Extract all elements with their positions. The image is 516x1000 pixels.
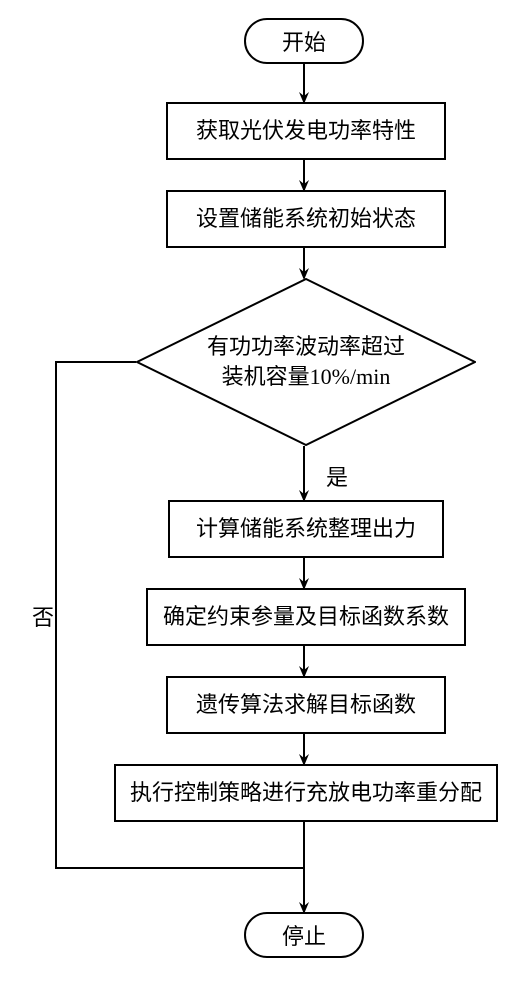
- process-genetic-algorithm: 遗传算法求解目标函数: [166, 676, 446, 734]
- process-set-initial-state: 设置储能系统初始状态: [166, 190, 446, 248]
- n5-label: 确定约束参量及目标函数系数: [163, 603, 449, 632]
- n6-label: 遗传算法求解目标函数: [196, 691, 416, 720]
- n2-label: 设置储能系统初始状态: [196, 205, 416, 234]
- process-constraint-params: 确定约束参量及目标函数系数: [146, 588, 466, 646]
- process-get-pv-power: 获取光伏发电功率特性: [166, 102, 446, 160]
- process-calc-storage-output: 计算储能系统整理出力: [168, 500, 444, 558]
- edge-label-yes: 是: [326, 460, 348, 492]
- edge-label-no: 否: [32, 600, 54, 632]
- stop-label: 停止: [282, 919, 326, 951]
- n4-label: 计算储能系统整理出力: [196, 515, 416, 544]
- process-execute-strategy: 执行控制策略进行充放电功率重分配: [114, 764, 498, 822]
- flowchart-canvas: 开始 获取光伏发电功率特性 设置储能系统初始状态 有功功率波动率超过装机容量10…: [0, 0, 516, 1000]
- n1-label: 获取光伏发电功率特性: [196, 117, 416, 146]
- start-label: 开始: [282, 25, 326, 57]
- dec-label: 有功功率波动率超过装机容量10%/min: [136, 332, 476, 391]
- decision-power-fluctuation: 有功功率波动率超过装机容量10%/min: [136, 278, 476, 446]
- stop-terminator: 停止: [244, 912, 364, 958]
- start-terminator: 开始: [244, 18, 364, 64]
- n7-label: 执行控制策略进行充放电功率重分配: [130, 779, 482, 808]
